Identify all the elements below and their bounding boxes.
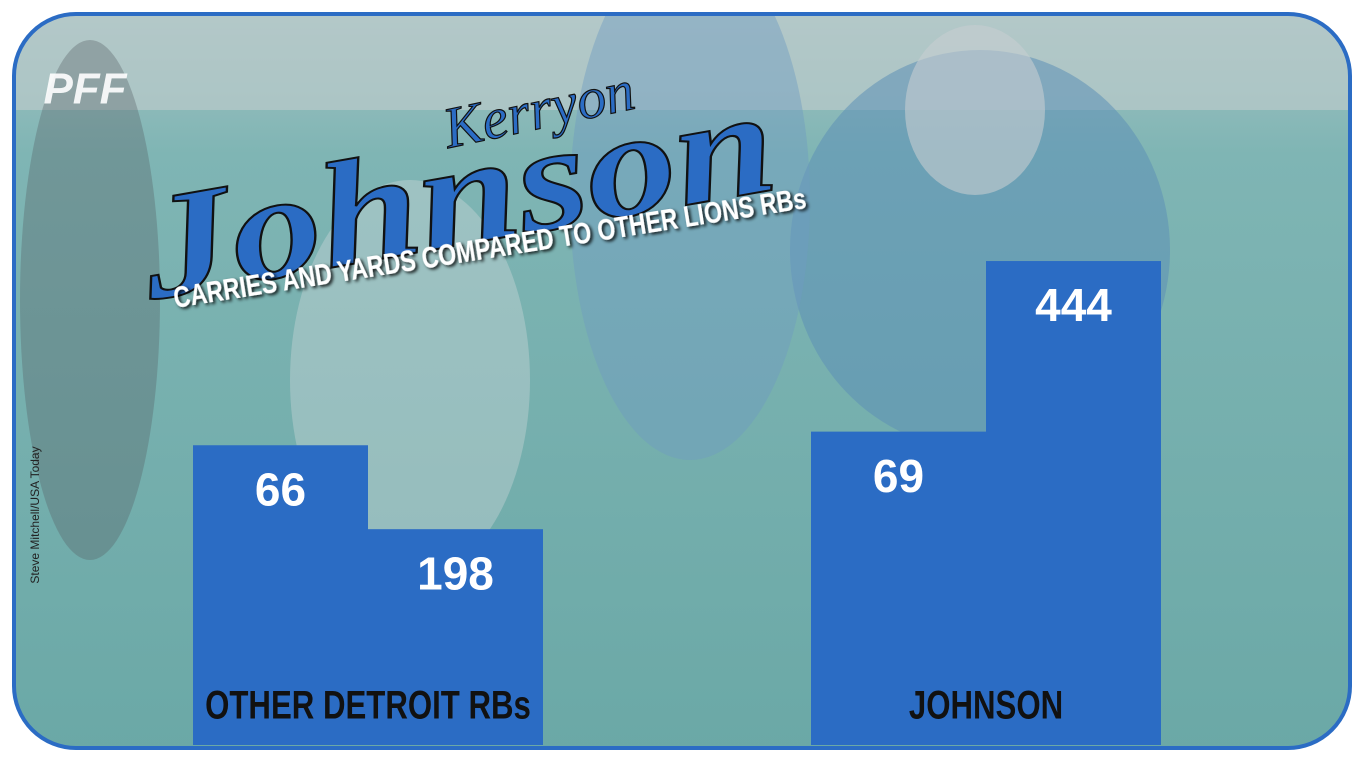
- photo-credit: Steve Mitchell/USA Today: [28, 446, 42, 583]
- value-label: 66: [255, 463, 306, 515]
- bar: [368, 529, 543, 745]
- category-label: JOHNSON: [909, 683, 1063, 728]
- category-label: OTHER DETROIT RBs: [205, 683, 531, 728]
- bar: [986, 261, 1161, 745]
- value-label: 69: [873, 450, 924, 502]
- logo: PFF: [43, 65, 127, 114]
- value-label: 198: [417, 547, 494, 599]
- bar: [193, 445, 368, 745]
- value-label: 444: [1035, 279, 1112, 331]
- bar: [811, 431, 986, 745]
- frame: [12, 12, 1352, 750]
